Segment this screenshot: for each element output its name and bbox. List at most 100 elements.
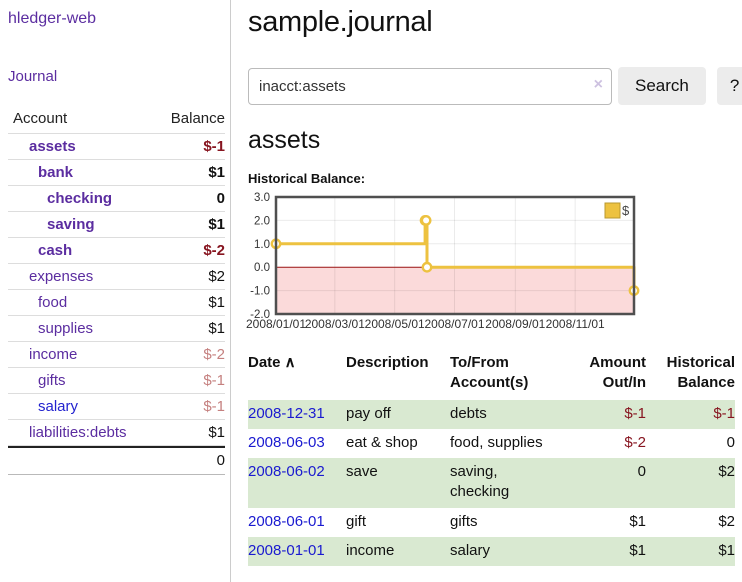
sidebar-account-row: income $-2	[8, 342, 225, 368]
register-header-to-from-account-s-: To/From Account(s)	[450, 354, 529, 392]
transaction-description: eat & shop	[346, 433, 418, 451]
balance-chart: $3.0 2.0 1.0 0.0 -1.0 -2.02008/01/012008/03/0…	[246, 192, 640, 331]
account-balance: $1	[208, 164, 225, 181]
svg-text:2008/09/01: 2008/09/01	[485, 317, 545, 331]
svg-text:2.0: 2.0	[254, 215, 270, 227]
sidebar-account-link[interactable]: saving	[47, 216, 95, 233]
transaction-description: gift	[346, 512, 367, 530]
accounts-table-header: Account Balance	[8, 107, 225, 134]
account-balance: $1	[208, 424, 225, 441]
svg-text:0.0: 0.0	[254, 262, 270, 274]
sort-ascending-icon: ∧	[280, 354, 296, 371]
transaction-accounts: food, supplies	[450, 433, 543, 451]
account-balance: $1	[208, 320, 225, 337]
account-balance: 0	[216, 190, 225, 207]
transaction-row: 2008-12-31 pay off debts $-1 $-1	[248, 399, 735, 429]
register-header-historical-balance: Historical Balance	[666, 354, 735, 392]
historical-balance-label: Historical Balance:	[248, 171, 366, 186]
svg-text:1.0: 1.0	[254, 239, 270, 251]
sidebar-account-row: cash $-2	[8, 238, 225, 264]
transaction-date-link[interactable]: 2008-06-02	[248, 463, 325, 480]
transaction-accounts: debts	[450, 399, 562, 429]
transaction-balance: $2	[718, 512, 735, 530]
transaction-date-link[interactable]: 2008-12-31	[248, 404, 325, 422]
sidebar-account-row: food $1	[8, 290, 225, 316]
transaction-row: 2008-06-03 eat & shop food, supplies $-2 0	[248, 429, 735, 458]
transaction-accounts: salary	[450, 536, 562, 566]
sidebar-account-row: supplies $1	[8, 316, 225, 342]
transaction-row: 2008-01-01 income salary $1 $1	[248, 536, 735, 566]
sidebar-account-link[interactable]: supplies	[38, 320, 94, 337]
svg-text:-2.0: -2.0	[250, 309, 270, 321]
account-balance: $-2	[203, 346, 225, 363]
search-input[interactable]	[248, 67, 612, 105]
transaction-row: 2008-06-02 save saving, checking 0 $2	[248, 458, 735, 508]
sidebar-account-row: assets $-1	[8, 134, 225, 160]
transaction-date-link[interactable]: 2008-06-03	[248, 433, 325, 451]
help-button[interactable]: ?	[716, 67, 742, 105]
transaction-balance: 0	[726, 433, 735, 451]
sidebar-account-link[interactable]: gifts	[38, 372, 66, 389]
sidebar-journal-link[interactable]: Journal	[8, 68, 58, 85]
transaction-date-cell: 2008-06-01	[248, 508, 346, 537]
sidebar-account-link[interactable]: liabilities:debts	[29, 424, 127, 441]
sidebar: hledger-web Journal Account Balance asse…	[0, 0, 231, 582]
transaction-description: save	[346, 458, 450, 508]
transaction-date-link[interactable]: 2008-01-01	[248, 541, 325, 559]
account-balance: $2	[208, 268, 225, 285]
account-balance: $-2	[203, 242, 225, 259]
main-content: sample.journal × Search ? assets Histori…	[231, 0, 742, 582]
app-title-link[interactable]: hledger-web	[8, 10, 97, 27]
transaction-amount: $1	[629, 512, 646, 530]
sidebar-account-row: bank $1	[8, 160, 225, 186]
transaction-balance: $1	[646, 536, 735, 566]
sidebar-account-link[interactable]: cash	[38, 242, 73, 259]
transaction-accounts: saving, checking	[450, 458, 562, 508]
transaction-row: 2008-06-01 gift gifts $1 $2	[248, 508, 735, 537]
svg-text:2008/01/01: 2008/01/01	[246, 317, 306, 331]
register-header-description: Description	[346, 354, 429, 371]
transaction-description: income	[346, 536, 450, 566]
sidebar-account-link[interactable]: assets	[29, 138, 76, 155]
search-form: × Search ?	[248, 67, 742, 105]
sidebar-account-link[interactable]: checking	[47, 190, 113, 207]
transaction-balance: $2	[646, 458, 735, 508]
sidebar-account-link[interactable]: food	[38, 294, 68, 311]
account-balance: $-1	[203, 138, 225, 155]
transaction-date-cell: 2008-01-01	[248, 536, 346, 566]
transaction-date-cell: 2008-12-31	[248, 399, 346, 429]
transaction-date-link[interactable]: 2008-06-01	[248, 512, 325, 530]
search-button[interactable]: Search	[618, 67, 706, 105]
sidebar-account-row: liabilities:debts $1	[8, 420, 225, 446]
sidebar-account-row: salary $-1	[8, 394, 225, 420]
transaction-amount: $1	[562, 536, 646, 566]
account-heading: assets	[248, 126, 321, 154]
sidebar-account-link[interactable]: salary	[38, 398, 79, 415]
svg-text:2008/05/01: 2008/05/01	[365, 317, 425, 331]
register-header-amount-out-in: Amount Out/In	[589, 354, 646, 392]
transaction-balance: $-1	[646, 399, 735, 429]
accounts-header-balance: Balance	[170, 110, 225, 127]
accounts-total: 0	[8, 446, 225, 475]
accounts-header-account: Account	[13, 110, 68, 127]
svg-text:2008/03/01: 2008/03/01	[305, 317, 365, 331]
sidebar-account-row: saving $1	[8, 212, 225, 238]
sidebar-account-row: gifts $-1	[8, 368, 225, 394]
svg-text:$: $	[622, 203, 630, 218]
sidebar-account-row: expenses $2	[8, 264, 225, 290]
transaction-date-cell: 2008-06-03	[248, 429, 346, 458]
account-balance: $1	[208, 216, 225, 233]
svg-text:3.0: 3.0	[254, 192, 270, 204]
sidebar-account-link[interactable]: bank	[38, 164, 74, 181]
sidebar-account-link[interactable]: income	[29, 346, 78, 363]
sidebar-account-row: checking 0	[8, 186, 225, 212]
sidebar-account-link[interactable]: expenses	[29, 268, 94, 285]
clear-search-icon[interactable]: ×	[593, 75, 603, 93]
transaction-amount: $-2	[624, 433, 646, 451]
transaction-accounts: gifts	[450, 512, 478, 530]
account-balance: $-1	[203, 398, 225, 415]
register-header-date[interactable]: Date ∧	[248, 354, 296, 371]
page-title: sample.journal	[248, 6, 433, 38]
account-balance: $-1	[203, 372, 225, 389]
svg-text:2008/11/01: 2008/11/01	[546, 317, 605, 331]
